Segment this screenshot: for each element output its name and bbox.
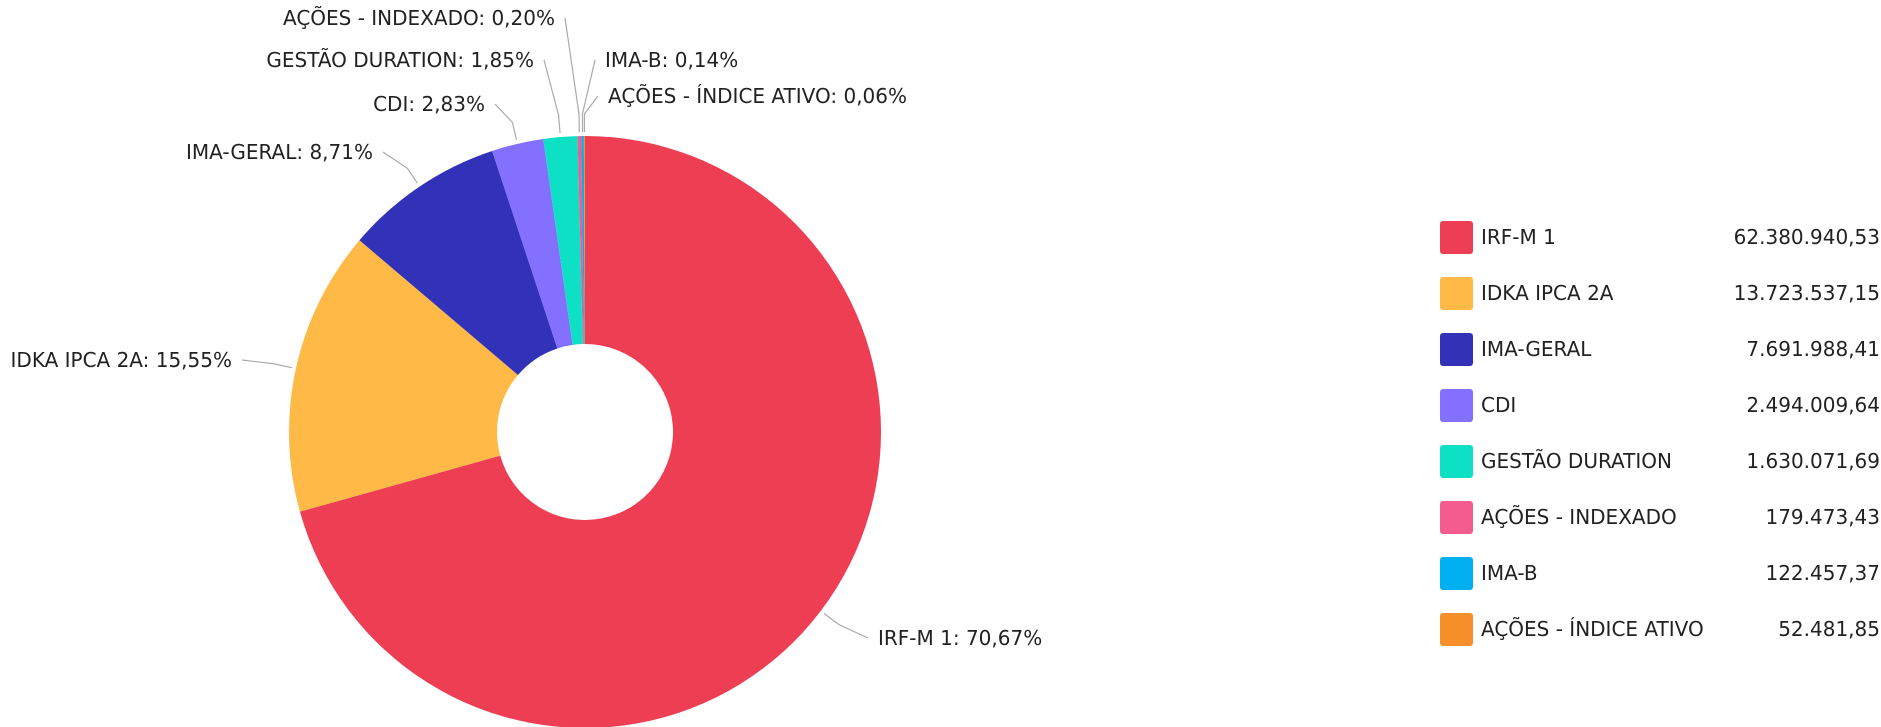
legend-value: 1.630.071,69 bbox=[1746, 449, 1880, 473]
legend-swatch bbox=[1440, 613, 1473, 646]
legend-item[interactable]: IMA-GERAL 7.691.988,41 bbox=[1440, 331, 1880, 387]
legend-item[interactable]: IDKA IPCA 2A 13.723.537,15 bbox=[1440, 275, 1880, 331]
legend-swatch bbox=[1440, 277, 1473, 310]
legend-swatch bbox=[1440, 333, 1473, 366]
pie-slice-6[interactable] bbox=[577, 136, 584, 345]
pie-slice-4[interactable] bbox=[492, 138, 573, 349]
legend-label: IMA-B bbox=[1481, 561, 1538, 585]
leader-line-6 bbox=[564, 17, 580, 133]
legend-label: AÇÕES - INDEXADO bbox=[1481, 505, 1677, 529]
legend-item[interactable]: IRF-M 1 62.380.940,53 bbox=[1440, 219, 1880, 275]
slice-data-label-7: IMA-B: 0,14% bbox=[605, 48, 738, 72]
slice-data-label-5: GESTÃO DURATION: 1,85% bbox=[266, 48, 534, 72]
legend-value: 52.481,85 bbox=[1778, 617, 1880, 641]
leader-line-4 bbox=[494, 103, 518, 141]
slice-data-label-2: IDKA IPCA 2A: 15,55% bbox=[11, 348, 232, 372]
legend-item[interactable]: IMA-B 122.457,37 bbox=[1440, 555, 1880, 611]
pie-slice-5[interactable] bbox=[543, 136, 583, 345]
slice-data-label-3: IMA-GERAL: 8,71% bbox=[186, 140, 373, 164]
legend-item[interactable]: AÇÕES - INDEXADO 179.473,43 bbox=[1440, 499, 1880, 555]
legend-swatch bbox=[1440, 557, 1473, 590]
slice-data-label-8: AÇÕES - ÍNDICE ATIVO: 0,06% bbox=[608, 84, 907, 108]
legend-label: AÇÕES - ÍNDICE ATIVO bbox=[1481, 617, 1704, 641]
pie-slice-3[interactable] bbox=[359, 150, 558, 376]
chart-legend: IRF-M 1 62.380.940,53 IDKA IPCA 2A 13.723.5… bbox=[1440, 219, 1880, 667]
slice-data-label-6: AÇÕES - INDEXADO: 0,20% bbox=[283, 6, 555, 30]
leader-line-1 bbox=[823, 612, 869, 639]
legend-label: IDKA IPCA 2A bbox=[1481, 281, 1614, 305]
legend-label: GESTÃO DURATION bbox=[1481, 449, 1672, 473]
pie-slice-2[interactable] bbox=[289, 240, 518, 512]
leader-line-3 bbox=[382, 151, 418, 184]
pie-slice-8[interactable] bbox=[583, 136, 585, 345]
legend-label: IRF-M 1 bbox=[1481, 225, 1556, 249]
legend-value: 2.494.009,64 bbox=[1746, 393, 1880, 417]
slice-data-label-1: IRF-M 1: 70,67% bbox=[878, 626, 1042, 650]
legend-value: 179.473,43 bbox=[1765, 505, 1880, 529]
legend-label: CDI bbox=[1481, 393, 1517, 417]
pie-slice-7[interactable] bbox=[581, 136, 585, 345]
legend-swatch bbox=[1440, 389, 1473, 422]
pie-slice-1[interactable] bbox=[299, 136, 881, 727]
legend-label: IMA-GERAL bbox=[1481, 337, 1592, 361]
slice-data-label-4: CDI: 2,83% bbox=[373, 92, 485, 116]
legend-item[interactable]: GESTÃO DURATION 1.630.071,69 bbox=[1440, 443, 1880, 499]
leader-line-2 bbox=[241, 359, 293, 369]
leader-line-5 bbox=[543, 59, 561, 134]
legend-value: 13.723.537,15 bbox=[1733, 281, 1880, 305]
legend-swatch bbox=[1440, 501, 1473, 534]
legend-value: 7.691.988,41 bbox=[1746, 337, 1880, 361]
legend-item[interactable]: AÇÕES - ÍNDICE ATIVO 52.481,85 bbox=[1440, 611, 1880, 667]
legend-item[interactable]: CDI 2.494.009,64 bbox=[1440, 387, 1880, 443]
legend-swatch bbox=[1440, 445, 1473, 478]
legend-value: 62.380.940,53 bbox=[1733, 225, 1880, 249]
leader-line-8 bbox=[583, 95, 599, 133]
legend-value: 122.457,37 bbox=[1765, 561, 1880, 585]
legend-swatch bbox=[1440, 221, 1473, 254]
leader-line-7 bbox=[581, 59, 596, 133]
